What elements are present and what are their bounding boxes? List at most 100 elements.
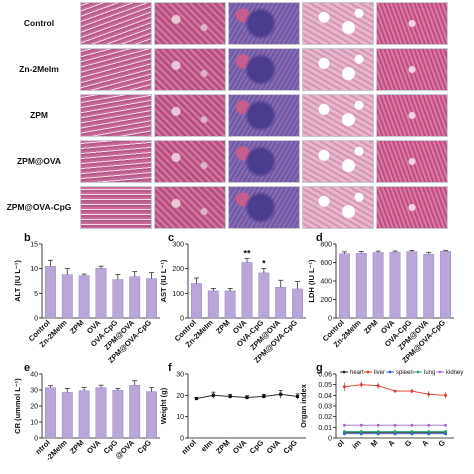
data-point bbox=[444, 432, 448, 436]
histology-row-label: ZPM@OVA bbox=[16, 156, 62, 166]
y-tick-label: 600 bbox=[320, 260, 332, 267]
y-tick-label: 15 bbox=[30, 242, 38, 249]
x-tick-label: ZPM@OVA bbox=[396, 318, 430, 352]
histology-tile bbox=[228, 2, 300, 45]
histology-tile bbox=[228, 140, 300, 183]
data-point bbox=[444, 430, 448, 434]
x-tick-label: A bbox=[420, 438, 431, 449]
y-tick-label: 30 bbox=[30, 388, 38, 395]
data-point bbox=[410, 432, 414, 436]
x-tick-label: M bbox=[369, 438, 380, 449]
y-tick-label: 200 bbox=[172, 266, 184, 273]
legend-marker bbox=[388, 370, 392, 374]
x-tick-label: ol bbox=[335, 438, 346, 449]
histology-tile bbox=[376, 2, 448, 45]
x-tick-label: eIm bbox=[199, 438, 215, 454]
data-point bbox=[393, 423, 397, 427]
data-point bbox=[194, 396, 199, 401]
x-tick-label: ZPM@OVA bbox=[248, 318, 282, 352]
data-point bbox=[427, 431, 431, 435]
histology-tile bbox=[376, 140, 448, 183]
y-tick-label: 10 bbox=[30, 266, 38, 273]
x-tick-label: CpG bbox=[281, 438, 299, 456]
bar bbox=[339, 253, 350, 319]
bar bbox=[389, 251, 401, 319]
y-tick-label: 0.04 bbox=[318, 393, 332, 400]
data-point bbox=[228, 394, 232, 398]
y-tick-label: 0.05 bbox=[318, 382, 332, 389]
histology-tile bbox=[154, 140, 226, 183]
x-tick-label: Control bbox=[173, 318, 198, 343]
histology-tile bbox=[376, 94, 448, 137]
bar bbox=[224, 290, 236, 319]
bar bbox=[207, 290, 219, 319]
y-axis-label: Organ index bbox=[299, 383, 308, 428]
data-point bbox=[342, 432, 346, 436]
bar bbox=[355, 253, 367, 319]
histology-tile bbox=[80, 94, 152, 137]
panel-letter-g: g bbox=[316, 362, 323, 374]
bar bbox=[45, 266, 56, 319]
histology-tile bbox=[302, 2, 374, 45]
y-tick-label: 20 bbox=[30, 404, 38, 411]
data-point bbox=[359, 423, 363, 427]
x-tick-label: OVA bbox=[379, 318, 397, 336]
bar bbox=[112, 279, 124, 319]
x-tick-label: Zn-2MeIm bbox=[38, 318, 69, 349]
y-tick-label: 0 bbox=[328, 436, 332, 443]
bar bbox=[129, 276, 141, 319]
bar bbox=[146, 278, 157, 319]
y-tick-label: 30 bbox=[176, 372, 184, 379]
histology-tile bbox=[154, 2, 226, 45]
x-tick-label: OVA-CpG bbox=[383, 318, 414, 349]
histology-row-label: ZPM bbox=[30, 110, 48, 120]
data-point bbox=[376, 432, 380, 436]
data-point bbox=[427, 392, 431, 396]
legend-label: heart bbox=[350, 370, 364, 376]
legend-marker bbox=[366, 370, 370, 374]
data-point bbox=[342, 385, 346, 389]
bar bbox=[61, 274, 73, 319]
histology-tile bbox=[80, 2, 152, 45]
y-tick-label: 200 bbox=[320, 297, 332, 304]
x-tick-label: ZPM@OVA bbox=[102, 318, 136, 352]
y-tick-label: 0 bbox=[328, 316, 332, 323]
x-tick-label: im bbox=[350, 438, 363, 451]
data-point bbox=[245, 395, 249, 400]
y-tick-label: 5 bbox=[34, 291, 38, 298]
data-point bbox=[444, 431, 448, 435]
bar bbox=[258, 272, 270, 319]
histology-tile bbox=[80, 48, 152, 91]
y-tick-label: 400 bbox=[320, 279, 332, 286]
data-point bbox=[444, 393, 448, 397]
data-point bbox=[359, 430, 363, 434]
histology-tile bbox=[302, 140, 374, 183]
y-axis-label: ALT (IU L⁻¹) bbox=[13, 260, 22, 302]
data-point bbox=[376, 423, 380, 427]
y-tick-label: 10 bbox=[30, 420, 38, 427]
legend-label: lung bbox=[424, 370, 435, 376]
histology-tile bbox=[302, 186, 374, 229]
histology-tile bbox=[80, 186, 152, 229]
bar bbox=[191, 283, 202, 319]
histology-tile bbox=[376, 48, 448, 91]
x-tick-label: CpG bbox=[135, 438, 153, 456]
x-tick-label: ntrol bbox=[34, 438, 52, 456]
x-tick-label: A bbox=[386, 438, 397, 449]
x-tick-label: ZPM bbox=[362, 318, 380, 336]
histology-tile bbox=[302, 94, 374, 137]
bar bbox=[112, 390, 124, 439]
bar bbox=[146, 391, 157, 439]
histology-tile bbox=[228, 94, 300, 137]
bar bbox=[95, 267, 107, 319]
x-tick-label: OVA bbox=[231, 438, 249, 456]
x-tick-label: G bbox=[436, 438, 447, 449]
bar bbox=[292, 288, 303, 319]
data-point bbox=[376, 430, 380, 434]
x-tick-label: OVA-CpG bbox=[89, 318, 120, 349]
x-tick-label: -2MeIm bbox=[44, 438, 69, 463]
x-tick-label: ZPM bbox=[214, 438, 232, 456]
data-point bbox=[359, 431, 363, 435]
x-tick-label: ZPM@OVA-CpG bbox=[400, 318, 447, 365]
panel-letter-d: d bbox=[316, 232, 323, 244]
